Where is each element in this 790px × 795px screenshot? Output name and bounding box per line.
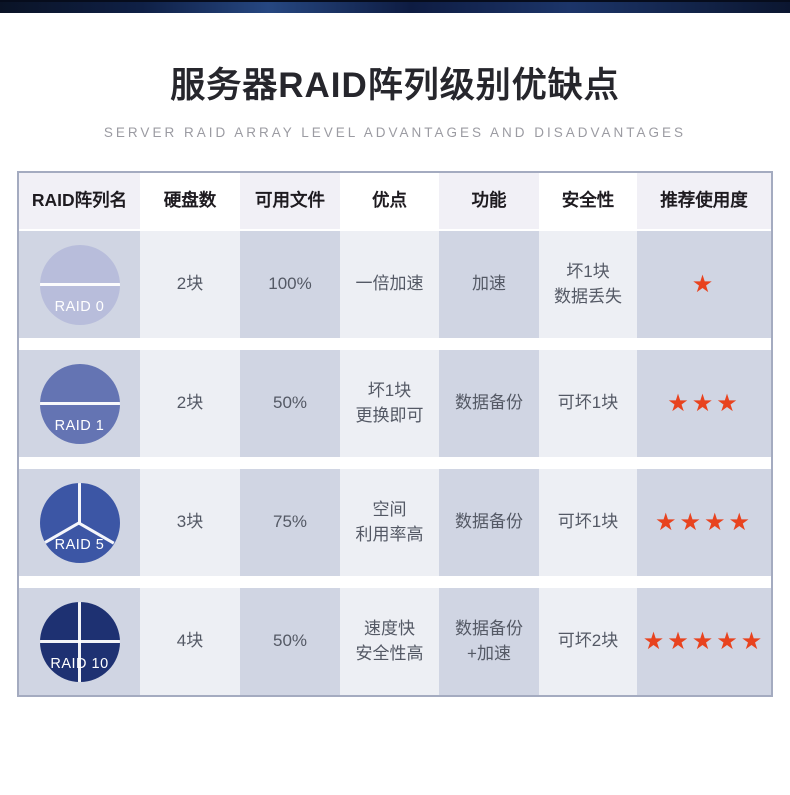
safety-cell: 坏1块 数据丢失 xyxy=(539,231,637,338)
advantage-cell: 一倍加速 xyxy=(340,231,439,338)
column-header-function: 功能 xyxy=(439,173,539,229)
raid10-disk-pie-icon: RAID 10 xyxy=(39,601,120,682)
disk-divider-line xyxy=(39,283,120,286)
table-row-raid10: RAID 10 4块 50% 速度快 安全性高 数据备份 +加速 可坏2块 ★★… xyxy=(19,588,771,695)
safety-cell: 可坏1块 xyxy=(539,350,637,457)
top-accent-bar xyxy=(0,0,790,13)
disk-count-cell: 2块 xyxy=(140,231,240,338)
raid0-disk-pie-icon: RAID 0 xyxy=(39,244,120,325)
column-header-recommendation: 推荐使用度 xyxy=(637,173,771,229)
function-cell: 数据备份 xyxy=(439,469,539,576)
table-header-row: RAID阵列名 硬盘数 可用文件 优点 功能 安全性 推荐使用度 xyxy=(19,173,771,229)
page-subtitle: SERVER RAID ARRAY LEVEL ADVANTAGES AND D… xyxy=(103,125,687,140)
column-header-usable-files: 可用文件 xyxy=(240,173,340,229)
usable-files-cell: 50% xyxy=(240,350,340,457)
star-rating-5-of-5: ★★★★★ xyxy=(637,588,771,695)
usable-files-cell: 75% xyxy=(240,469,340,576)
raid1-disk-pie-icon: RAID 1 xyxy=(39,363,120,444)
star-rating-1-of-5: ★ xyxy=(637,231,771,338)
disk-label: RAID 1 xyxy=(54,418,105,434)
table-row-raid5: RAID 5 3块 75% 空间 利用率高 数据备份 可坏1块 ★★★★ xyxy=(19,469,771,576)
disk-label: RAID 0 xyxy=(54,299,105,315)
column-header-disk-count: 硬盘数 xyxy=(140,173,240,229)
disk-count-cell: 2块 xyxy=(140,350,240,457)
disk-divider-line xyxy=(78,601,81,682)
raid5-disk-pie-icon: RAID 5 xyxy=(39,482,120,563)
star-rating-3-of-5: ★★★ xyxy=(637,350,771,457)
raid10-name-cell: RAID 10 xyxy=(19,588,140,695)
raid-comparison-table: RAID阵列名 硬盘数 可用文件 优点 功能 安全性 推荐使用度 RAID 0 … xyxy=(17,171,773,697)
function-cell: 加速 xyxy=(439,231,539,338)
table-row-raid0: RAID 0 2块 100% 一倍加速 加速 坏1块 数据丢失 ★ xyxy=(19,231,771,338)
disk-divider-line xyxy=(78,482,81,523)
star-rating-4-of-5: ★★★★ xyxy=(637,469,771,576)
function-cell: 数据备份 xyxy=(439,350,539,457)
usable-files-cell: 100% xyxy=(240,231,340,338)
advantage-cell: 坏1块 更换即可 xyxy=(340,350,439,457)
raid1-name-cell: RAID 1 xyxy=(19,350,140,457)
usable-files-cell: 50% xyxy=(240,588,340,695)
disk-count-cell: 4块 xyxy=(140,588,240,695)
disk-count-cell: 3块 xyxy=(140,469,240,576)
safety-cell: 可坏2块 xyxy=(539,588,637,695)
disk-divider-line xyxy=(39,402,120,405)
raid5-name-cell: RAID 5 xyxy=(19,469,140,576)
column-header-raid-name: RAID阵列名 xyxy=(19,173,140,229)
column-header-safety: 安全性 xyxy=(539,173,637,229)
function-cell: 数据备份 +加速 xyxy=(439,588,539,695)
advantage-cell: 空间 利用率高 xyxy=(340,469,439,576)
table-row-raid1: RAID 1 2块 50% 坏1块 更换即可 数据备份 可坏1块 ★★★ xyxy=(19,350,771,457)
disk-label: RAID 5 xyxy=(54,537,105,553)
page-title: 服务器RAID阵列级别优缺点 xyxy=(170,66,620,105)
advantage-cell: 速度快 安全性高 xyxy=(340,588,439,695)
column-header-advantage: 优点 xyxy=(340,173,439,229)
safety-cell: 可坏1块 xyxy=(539,469,637,576)
disk-label: RAID 10 xyxy=(50,656,109,672)
raid0-name-cell: RAID 0 xyxy=(19,231,140,338)
